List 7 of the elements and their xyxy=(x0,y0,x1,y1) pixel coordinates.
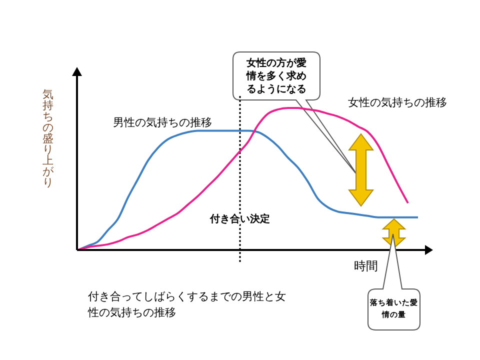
series-label: 男性の気持ちの推移 xyxy=(113,116,212,129)
text: 付き合ってしばらくするまでの男性と女性の気持ちの推移 xyxy=(87,290,286,319)
annotation: 付き合い決定 xyxy=(209,213,270,225)
text: 気持ちの盛り上がり xyxy=(42,88,54,189)
x-axis-title: 時間 xyxy=(354,259,378,273)
series-label: 女性の気持ちの推移 xyxy=(348,96,447,109)
text: 女性の方が愛情を多く求めるようになる xyxy=(246,57,306,95)
